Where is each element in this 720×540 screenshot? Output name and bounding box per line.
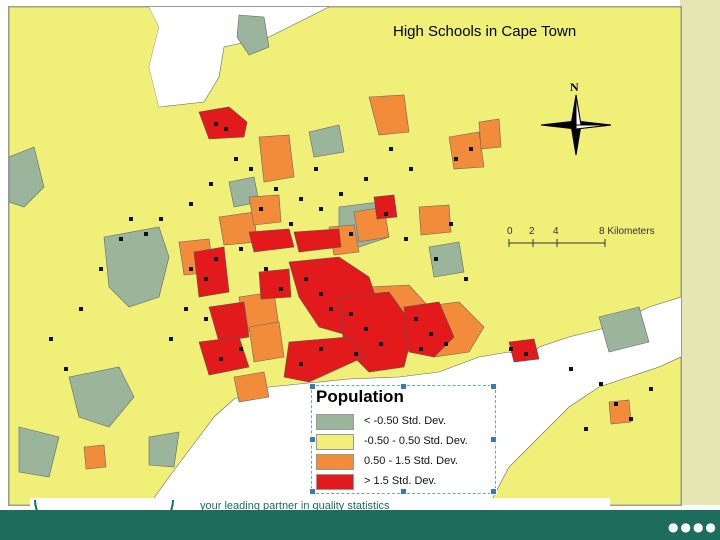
legend-swatch [316,434,354,450]
legend-label: > 1.5 Std. Dev. [364,475,437,487]
resize-handle[interactable] [309,488,316,495]
legend-swatch [316,454,354,470]
scale-bar [508,239,606,247]
resize-handle[interactable] [309,383,316,390]
scale-tick-2: 2 [529,226,535,237]
legend-label: -0.50 - 0.50 Std. Dev. [364,435,468,447]
footer-bar [0,510,720,540]
table-bay [149,7,224,107]
legend-item: -0.50 - 0.50 Std. Dev. [316,433,494,451]
scale-tick-8: 8 Kilometers [599,226,655,237]
resize-handle[interactable] [309,436,316,443]
map-edge-strip [680,0,720,505]
resize-handle[interactable] [490,436,497,443]
legend-item: < -0.50 Std. Dev. [316,413,494,431]
more-dots-icon[interactable]: ●●●● [668,520,718,534]
north-label: N [570,80,579,94]
legend-label: 0.50 - 1.5 Std. Dev. [364,455,458,467]
resize-handle[interactable] [490,488,497,495]
school-markers [49,122,653,431]
resize-handle[interactable] [400,488,407,495]
legend-swatch [316,414,354,430]
map-title: High Schools in Cape Town [393,23,577,40]
resize-handle[interactable] [490,383,497,390]
red-zones [193,106,540,383]
footer-tagline: your leading partner in quality statisti… [200,500,390,512]
north-arrow [540,94,612,156]
legend-item: > 1.5 Std. Dev. [316,473,494,491]
scale-tick-4: 4 [553,226,559,237]
legend-label: < -0.50 Std. Dev. [364,415,447,427]
map-legend[interactable]: Population < -0.50 Std. Dev. -0.50 - 0.5… [309,383,497,495]
resize-handle[interactable] [400,383,407,390]
legend-swatch [316,474,354,490]
legend-title: Population [316,387,404,406]
scale-tick-0: 0 [507,226,513,237]
legend-item: 0.50 - 1.5 Std. Dev. [316,453,494,471]
